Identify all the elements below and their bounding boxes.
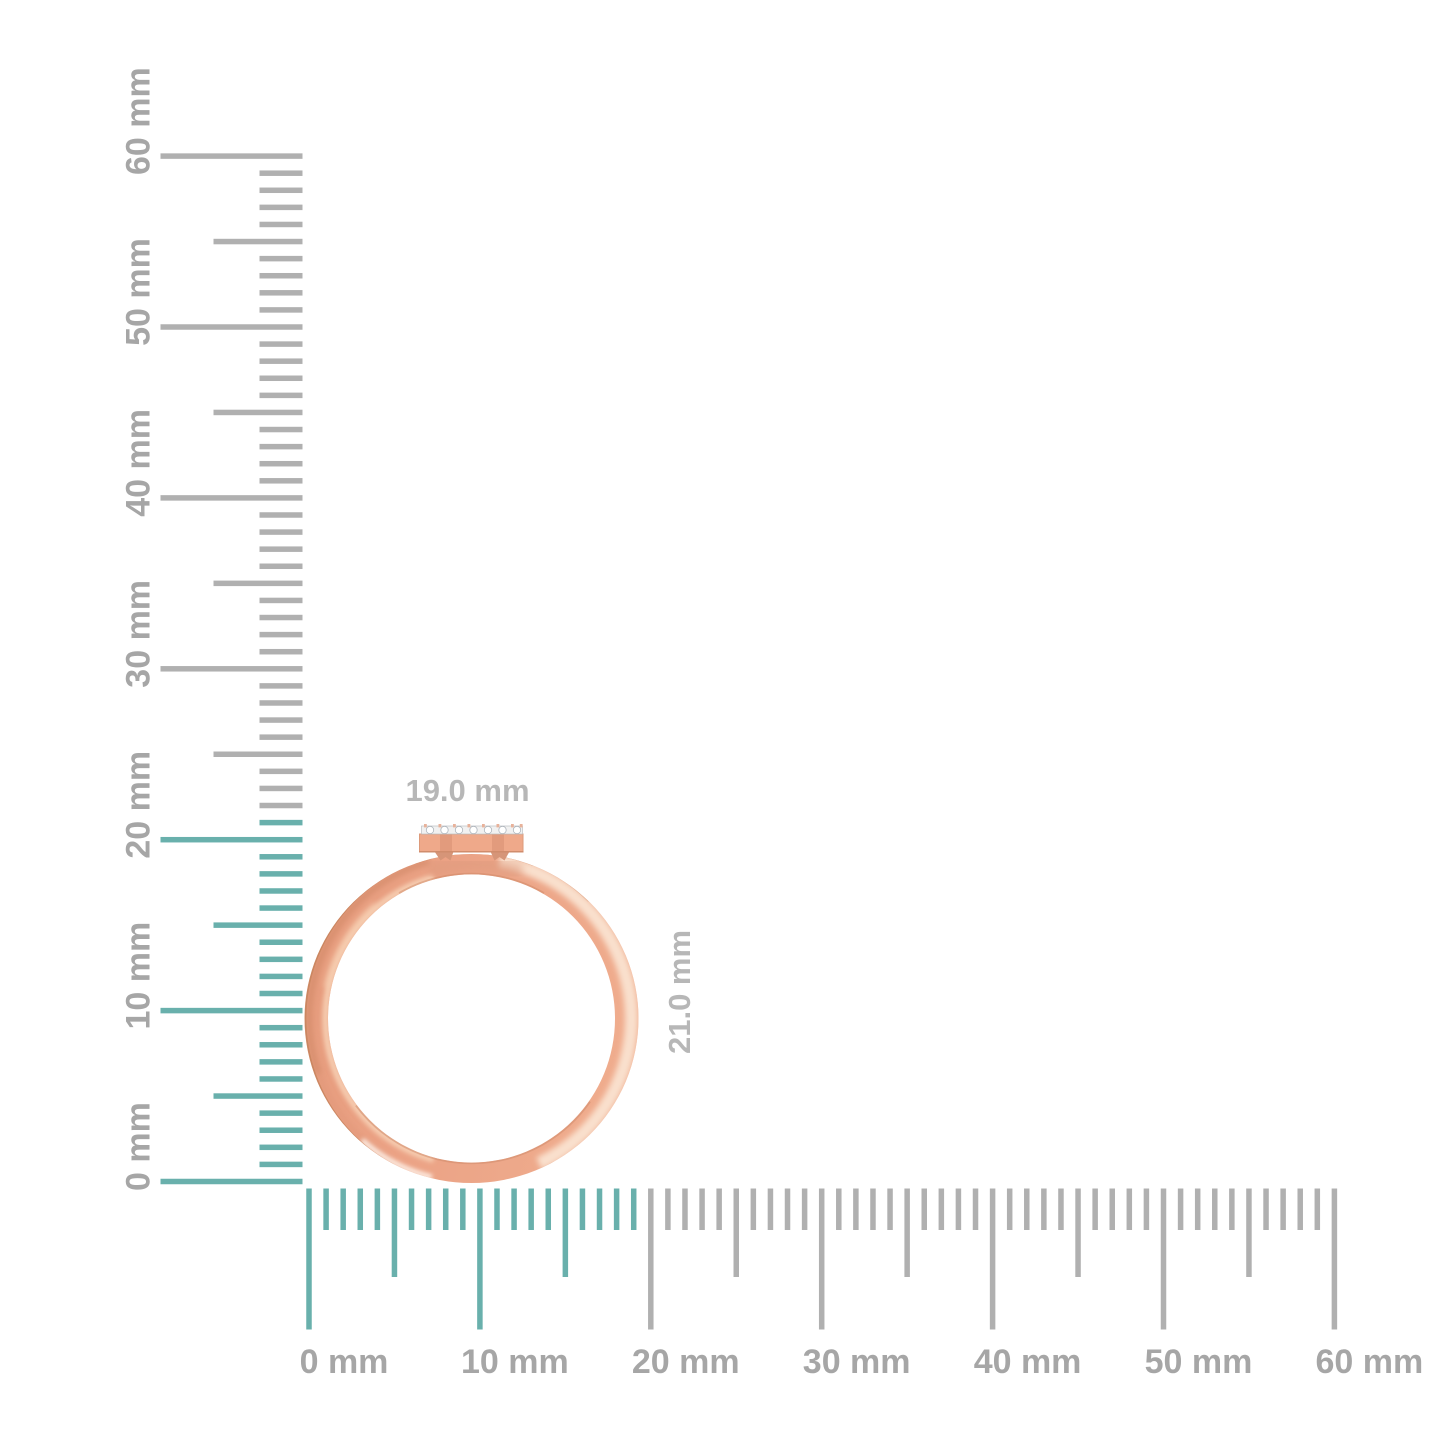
svg-text:20 mm: 20 mm bbox=[632, 1343, 740, 1381]
svg-text:0 mm: 0 mm bbox=[120, 1102, 158, 1191]
svg-text:21.0 mm: 21.0 mm bbox=[662, 930, 697, 1054]
svg-text:19.0 mm: 19.0 mm bbox=[405, 773, 529, 808]
svg-text:60 mm: 60 mm bbox=[1316, 1343, 1424, 1381]
svg-text:60 mm: 60 mm bbox=[120, 67, 158, 175]
svg-text:50 mm: 50 mm bbox=[120, 238, 158, 346]
svg-text:10 mm: 10 mm bbox=[461, 1343, 569, 1381]
svg-text:20 mm: 20 mm bbox=[120, 751, 158, 859]
svg-text:0 mm: 0 mm bbox=[300, 1343, 389, 1381]
svg-text:30 mm: 30 mm bbox=[120, 580, 158, 688]
svg-text:10 mm: 10 mm bbox=[120, 922, 158, 1030]
svg-text:40 mm: 40 mm bbox=[120, 409, 158, 517]
svg-text:40 mm: 40 mm bbox=[974, 1343, 1082, 1381]
svg-text:50 mm: 50 mm bbox=[1145, 1343, 1253, 1381]
svg-text:30 mm: 30 mm bbox=[803, 1343, 911, 1381]
